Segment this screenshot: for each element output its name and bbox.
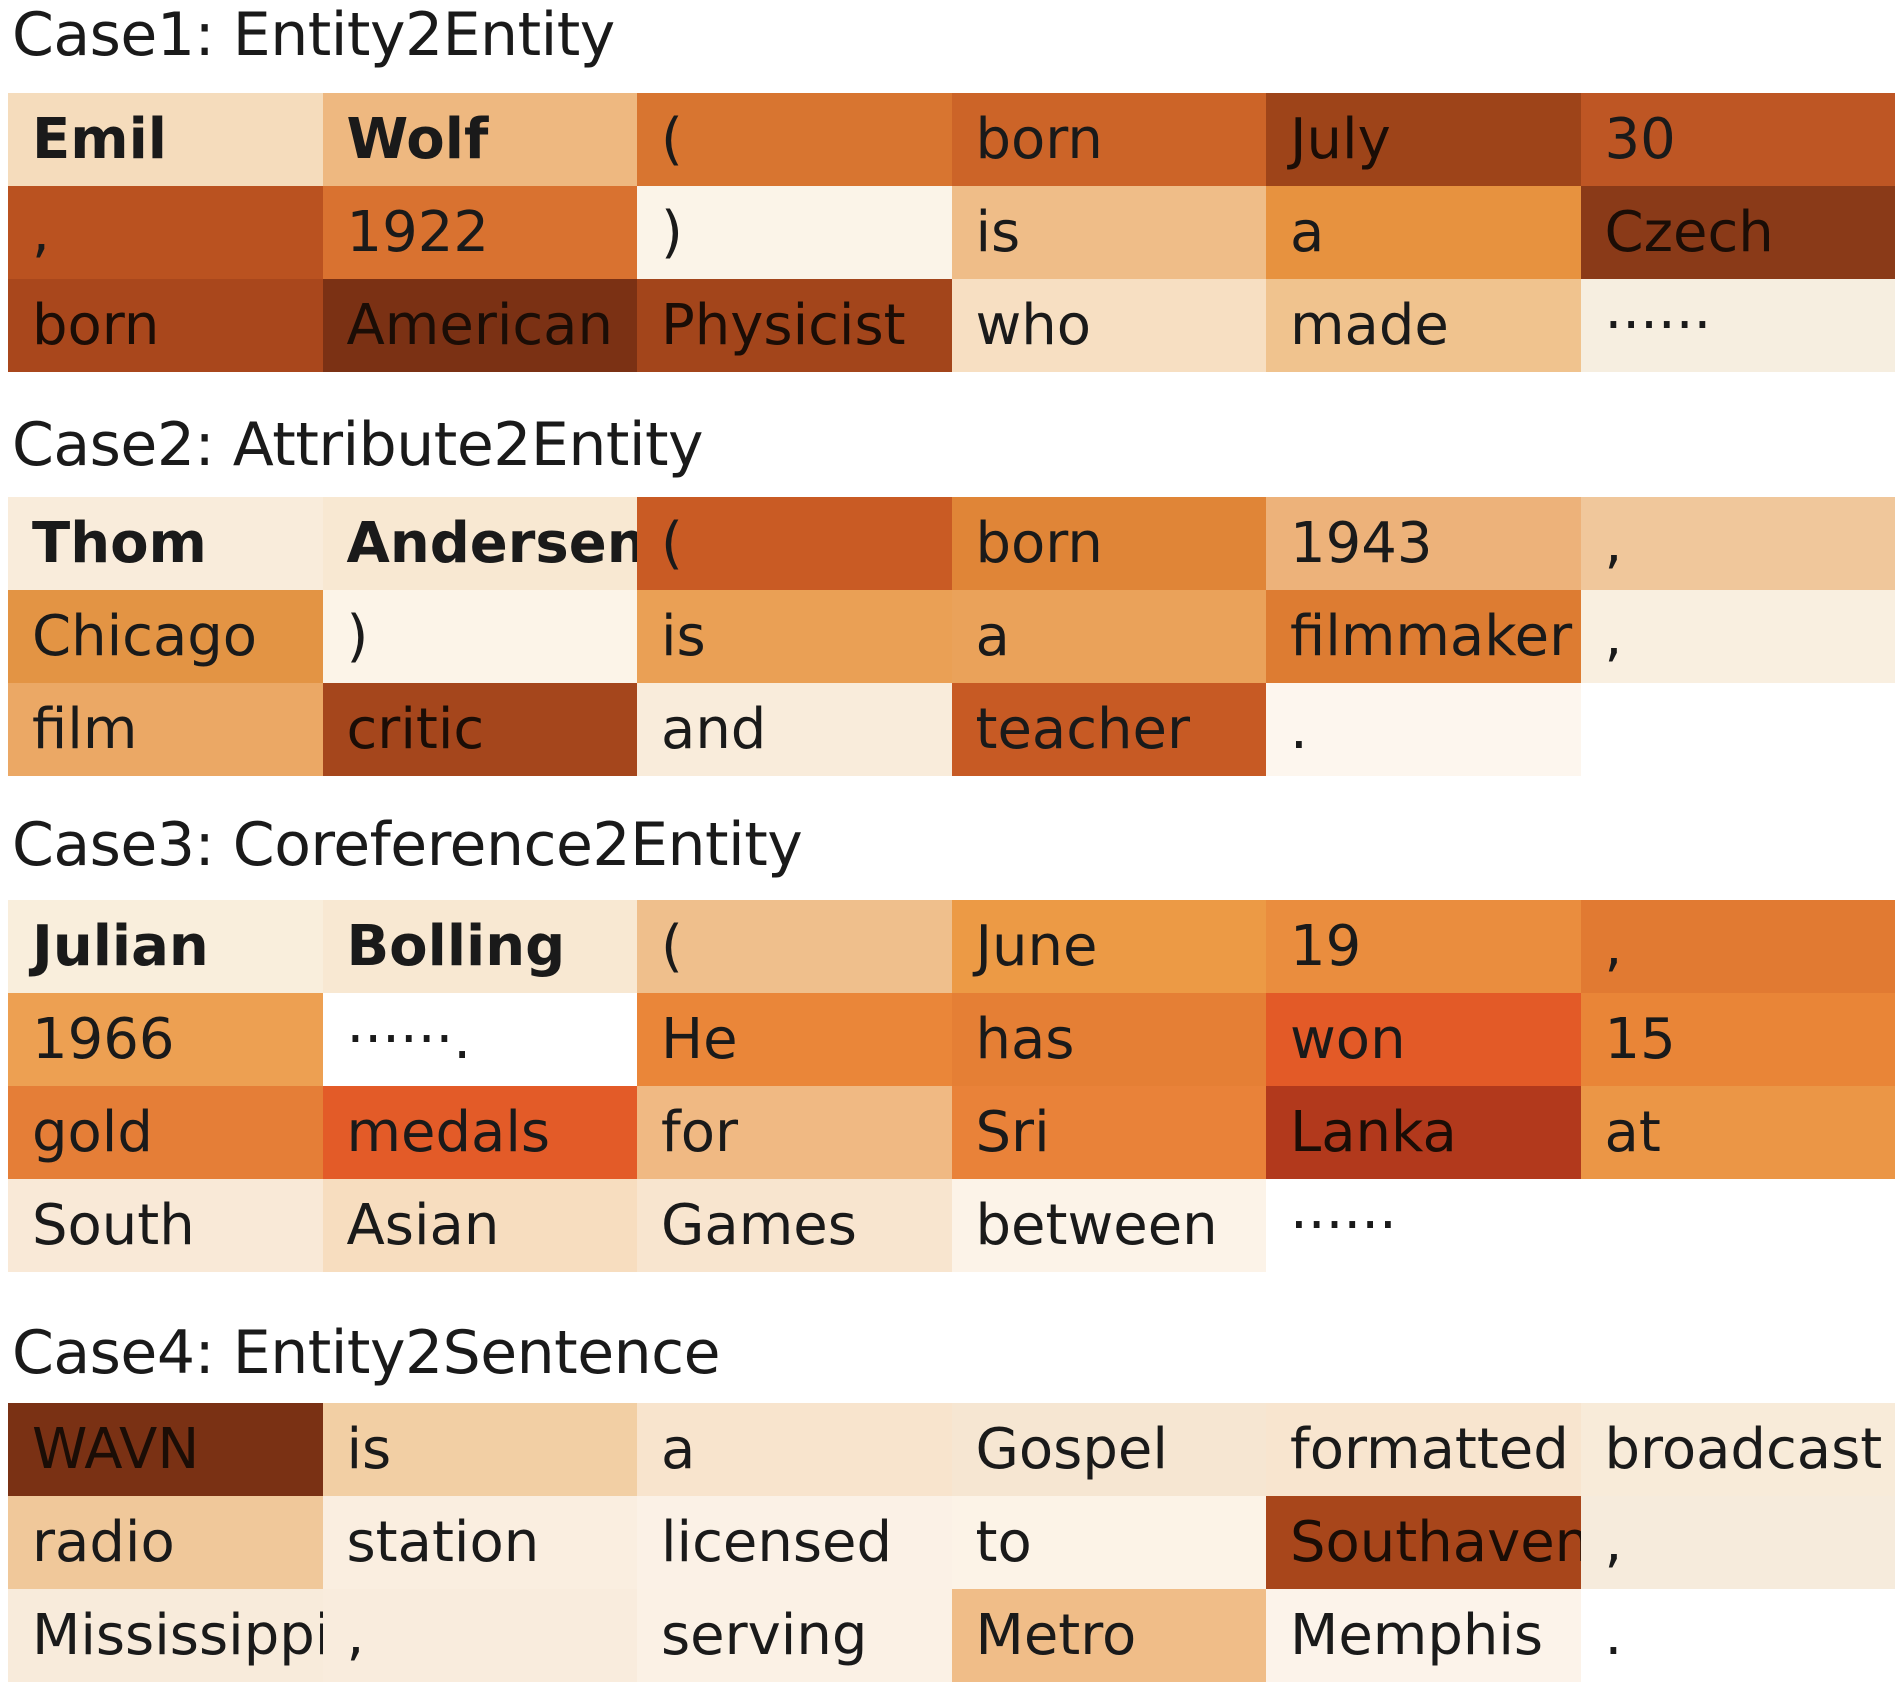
token-cell: teacher	[951, 683, 1266, 776]
case-2-title: Case2: Attribute2Entity	[12, 410, 704, 480]
token-cell: 1966	[8, 993, 323, 1086]
token-cell: South	[8, 1179, 323, 1272]
token-cell: formatted	[1266, 1403, 1581, 1496]
token-cell: Lanka	[1266, 1086, 1581, 1179]
token-cell: broadcast	[1580, 1403, 1895, 1496]
token-cell: ······	[1580, 279, 1895, 372]
token-cell: to	[951, 1496, 1266, 1589]
token-cell: (	[637, 497, 952, 590]
token-cell: a	[1266, 186, 1581, 279]
case-4-title: Case4: Entity2Sentence	[12, 1318, 721, 1388]
token-cell: licensed	[637, 1496, 952, 1589]
token-cell: (	[637, 900, 952, 993]
token-cell: a	[637, 1403, 952, 1496]
token-cell: radio	[8, 1496, 323, 1589]
token-cell: for	[637, 1086, 952, 1179]
token-cell: at	[1580, 1086, 1895, 1179]
token-cell: film	[8, 683, 323, 776]
token-cell: 19	[1266, 900, 1581, 993]
token-cell: .	[1266, 683, 1581, 776]
token-cell: born	[951, 93, 1266, 186]
token-cell: July	[1266, 93, 1581, 186]
token-cell: He	[637, 993, 952, 1086]
token-cell: ,	[1580, 497, 1895, 590]
token-cell: is	[637, 590, 952, 683]
token-cell: born	[8, 279, 323, 372]
token-cell: critic	[322, 683, 637, 776]
token-cell: Emil	[8, 93, 323, 186]
token-cell: (	[637, 93, 952, 186]
token-cell: 1922	[322, 186, 637, 279]
token-cell: born	[951, 497, 1266, 590]
token-cell: is	[322, 1403, 637, 1496]
token-cell: Mississippi	[8, 1589, 323, 1682]
token-cell: 30	[1580, 93, 1895, 186]
token-cell: ······.	[322, 993, 637, 1086]
token-cell: )	[322, 590, 637, 683]
token-cell: station	[322, 1496, 637, 1589]
token-cell: Physicist	[637, 279, 952, 372]
token-cell: Southaven	[1266, 1496, 1581, 1589]
token-cell: Memphis	[1266, 1589, 1581, 1682]
token-cell: medals	[322, 1086, 637, 1179]
token-cell: American	[322, 279, 637, 372]
case-3-grid: Julian Bolling(June 19, 1966 ······. He has won…	[8, 900, 1895, 1272]
token-cell: Wolf	[322, 93, 637, 186]
token-cell: Metro	[951, 1589, 1266, 1682]
token-cell: June	[951, 900, 1266, 993]
token-cell: Games	[637, 1179, 952, 1272]
token-cell: Asian	[322, 1179, 637, 1272]
case-1-title: Case1: Entity2Entity	[12, 0, 615, 70]
case-4-grid: WAVN is a Gospel formatted broadcast radio stat…	[8, 1403, 1895, 1682]
token-cell: a	[951, 590, 1266, 683]
token-cell: and	[637, 683, 952, 776]
token-cell: between	[951, 1179, 1266, 1272]
token-cell: Andersen	[322, 497, 637, 590]
token-cell: 1943	[1266, 497, 1581, 590]
token-cell: )	[637, 186, 952, 279]
token-cell: WAVN	[8, 1403, 323, 1496]
token-cell: Thom	[8, 497, 323, 590]
token-cell: Julian	[8, 900, 323, 993]
token-cell: made	[1266, 279, 1581, 372]
token-cell: gold	[8, 1086, 323, 1179]
token-cell: Gospel	[951, 1403, 1266, 1496]
token-cell: Czech	[1580, 186, 1895, 279]
token-cell: ······	[1266, 1179, 1581, 1272]
case-1-grid: Emil Wolf(born July 30, 1922) is a Czech born Ame…	[8, 93, 1895, 372]
token-cell: ,	[322, 1589, 637, 1682]
token-cell: Bolling	[322, 900, 637, 993]
token-cell: Chicago	[8, 590, 323, 683]
token-cell: won	[1266, 993, 1581, 1086]
token-cell: filmmaker	[1266, 590, 1581, 683]
token-cell: who	[951, 279, 1266, 372]
token-cell: 15	[1580, 993, 1895, 1086]
case-3-title: Case3: Coreference2Entity	[12, 810, 803, 880]
token-cell: .	[1580, 1589, 1895, 1682]
token-cell: ,	[1580, 1496, 1895, 1589]
token-cell: ,	[1580, 590, 1895, 683]
token-cell: serving	[637, 1589, 952, 1682]
token-cell: is	[951, 186, 1266, 279]
token-cell: has	[951, 993, 1266, 1086]
token-cell: Sri	[951, 1086, 1266, 1179]
token-cell: ,	[1580, 900, 1895, 993]
token-cell: ,	[8, 186, 323, 279]
case-2-grid: Thom Andersen (born 1943, Chicago) is a filmma…	[8, 497, 1895, 776]
